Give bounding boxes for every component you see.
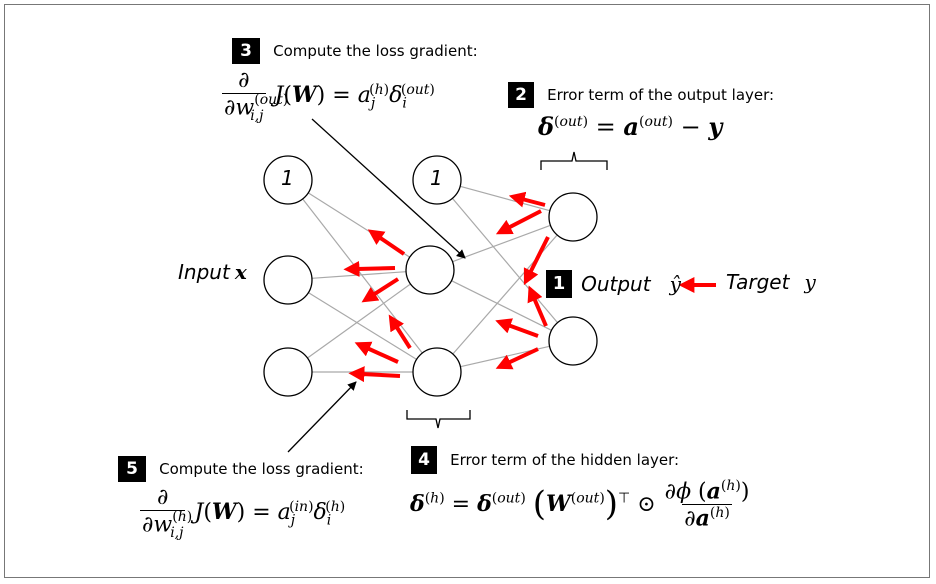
step-4-caption: Error term of the hidden layer:: [450, 451, 680, 469]
red-arrow-icon: [361, 277, 400, 303]
diagram-frame: [4, 4, 930, 578]
output-var: ŷ: [669, 272, 681, 296]
step-2: 2 Error term of the output layer:: [508, 82, 774, 108]
output-node-1: [548, 192, 598, 242]
edge-h1-o1: [452, 224, 551, 263]
red-arrow-icon: [495, 318, 539, 338]
target-var: y: [804, 270, 816, 294]
step-3-formula: ∂ ∂w(out)i,j J(W) = aj(h)δi(out): [222, 68, 435, 124]
step-3-badge: 3: [232, 38, 260, 64]
red-arrow-icon: [354, 341, 399, 364]
red-arrow-icon: [495, 209, 542, 235]
step-4: 4 Error term of the hidden layer:: [411, 446, 679, 474]
red-arrow-icon: [343, 260, 396, 277]
edge-i1-h2: [308, 292, 417, 360]
step-2-formula: δ(out) = a(out) − y: [538, 112, 723, 141]
black-arrow-icon: [287, 381, 357, 453]
brace-icon: [406, 410, 471, 429]
step-4-formula: δ(h) = δ(out) (W(out))⊤ ⊙ ∂ϕ (a(h)) ∂a(h): [410, 478, 750, 532]
red-arrow-icon: [527, 285, 548, 327]
hidden-bias-node: [412, 155, 462, 205]
edge-i1-h1: [311, 271, 407, 279]
input-node-1: [263, 255, 313, 305]
red-arrow-icon: [348, 366, 401, 383]
edge-hb-o2: [452, 197, 558, 324]
edge-i2-h1: [307, 283, 411, 359]
hidden-bias-label: 1: [430, 166, 443, 190]
step-5-caption: Compute the loss gradient:: [159, 460, 364, 478]
input-node-2: [263, 347, 313, 397]
step-1-badge: 1: [546, 270, 572, 298]
input-var: x: [234, 260, 247, 284]
red-arrow-icon: [523, 236, 550, 286]
brace-icon: [540, 151, 608, 170]
hidden-node-2: [412, 347, 462, 397]
red-arrow-icon: [388, 314, 412, 350]
input-text: Input: [178, 260, 230, 284]
input-bias-node: [263, 155, 313, 205]
red-arrow-icon: [367, 229, 406, 256]
backprop-arrows: [343, 191, 716, 383]
hidden-node-1: [405, 245, 455, 295]
step-3-caption: Compute the loss gradient:: [273, 42, 478, 60]
edge-ib-h2: [302, 198, 423, 354]
red-arrow-icon: [508, 191, 546, 208]
step-2-caption: Error term of the output layer:: [547, 86, 775, 104]
step-5: 5 Compute the loss gradient:: [118, 456, 364, 482]
target-label-group: Target y: [726, 270, 816, 294]
step-1: 1 Output ŷ: [546, 270, 681, 298]
step-2-badge: 2: [508, 82, 534, 108]
step-3: 3 Compute the loss gradient:: [232, 38, 478, 64]
edge-h1-o2: [451, 280, 552, 331]
input-bias-label: 1: [281, 166, 294, 190]
output-node-2: [548, 316, 598, 366]
target-label: Target: [726, 270, 790, 294]
black-arrow-icon: [311, 118, 466, 259]
step-4-badge: 4: [411, 446, 437, 474]
step-5-badge: 5: [118, 456, 146, 482]
step-5-formula: ∂ ∂w(h)i,j J(W) = aj(in)δi(h): [140, 485, 346, 541]
red-arrow-icon: [495, 347, 539, 370]
edge-hb-o1: [460, 185, 550, 212]
input-label: Input x: [178, 260, 247, 284]
output-label: Output: [581, 272, 651, 296]
